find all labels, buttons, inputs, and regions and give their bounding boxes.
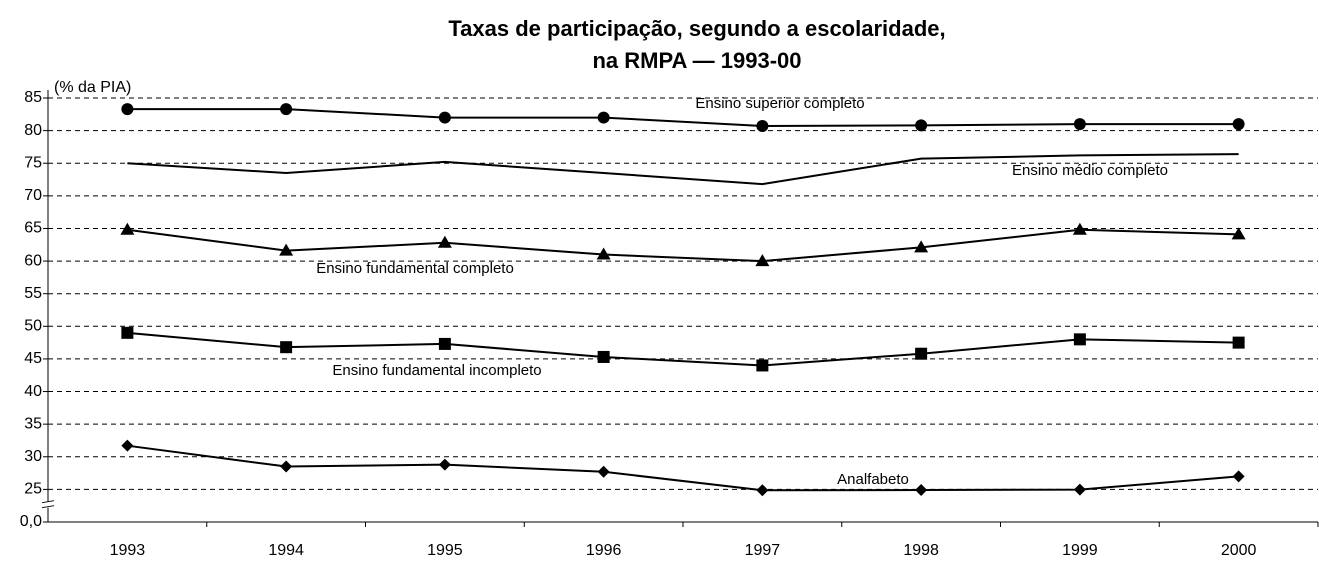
y-tick-label: 25: [24, 481, 42, 498]
marker: [279, 243, 294, 256]
x-tick-label: 1996: [586, 542, 622, 559]
marker: [120, 222, 135, 235]
axis-break-mark: [41, 505, 55, 509]
y-axis-label: (% da PIA): [54, 79, 131, 96]
marker: [1073, 333, 1086, 346]
marker: [121, 103, 134, 116]
series-label: Ensino fundamental incompleto: [332, 362, 541, 379]
x-tick-label: 1998: [903, 542, 939, 559]
marker: [756, 359, 769, 372]
marker: [1231, 227, 1246, 240]
marker: [438, 111, 451, 124]
y-tick-label: 65: [24, 220, 42, 237]
marker: [121, 439, 134, 452]
series-label: Ensino superior completo: [695, 95, 864, 112]
marker: [755, 254, 770, 267]
marker: [1073, 483, 1086, 496]
marker: [280, 103, 293, 116]
y-tick-label: 70: [24, 187, 42, 204]
axis-break: [42, 501, 54, 508]
marker: [597, 350, 610, 363]
series-line: [127, 153, 1239, 186]
y-tick-label: 35: [24, 415, 42, 432]
marker: [756, 120, 769, 133]
series-label: Ensino fundamental completo: [316, 260, 514, 277]
y-tick-label: 55: [24, 285, 42, 302]
y-tick-label: 45: [24, 350, 42, 367]
y-tick-label: 40: [24, 383, 42, 400]
y-tick-label: 0,0: [20, 513, 42, 530]
marker: [438, 337, 451, 350]
marker: [915, 484, 928, 497]
x-tick-label: 1995: [427, 542, 463, 559]
series-line: [127, 108, 1239, 128]
y-tick-label: 85: [24, 89, 42, 106]
marker: [1073, 118, 1086, 131]
marker: [596, 247, 611, 260]
marker: [914, 240, 929, 253]
marker: [280, 341, 293, 354]
marker: [121, 326, 134, 339]
x-tick-label: 1994: [268, 542, 304, 559]
marker: [1072, 222, 1087, 235]
y-tick-label: 75: [24, 154, 42, 171]
series-line: [127, 444, 1239, 492]
marker: [597, 111, 610, 124]
marker: [438, 458, 451, 471]
marker: [280, 460, 293, 473]
marker: [1232, 336, 1245, 349]
y-tick-label: 80: [24, 122, 42, 139]
series-label: Ensino médio completo: [1012, 162, 1168, 179]
x-tick-label: 1993: [110, 542, 146, 559]
series-label: Analfabeto: [837, 471, 909, 488]
y-tick-label: 60: [24, 252, 42, 269]
marker: [915, 119, 928, 132]
chart-title: Taxas de participação, segundo a escolar…: [448, 16, 945, 41]
y-tick-label: 30: [24, 448, 42, 465]
x-tick-label: 2000: [1221, 542, 1257, 559]
y-tick-label: 50: [24, 318, 42, 335]
marker: [1232, 470, 1245, 483]
x-tick-label: 1999: [1062, 542, 1098, 559]
marker: [597, 465, 610, 478]
axis-break-mark: [41, 500, 55, 504]
marker: [915, 347, 928, 360]
x-tick-label: 1997: [745, 542, 781, 559]
marker: [437, 235, 452, 248]
series-line: [127, 331, 1239, 367]
chart-title: na RMPA — 1993-00: [592, 48, 801, 73]
marker: [756, 484, 769, 497]
series-line: [127, 228, 1239, 263]
marker: [1232, 118, 1245, 131]
